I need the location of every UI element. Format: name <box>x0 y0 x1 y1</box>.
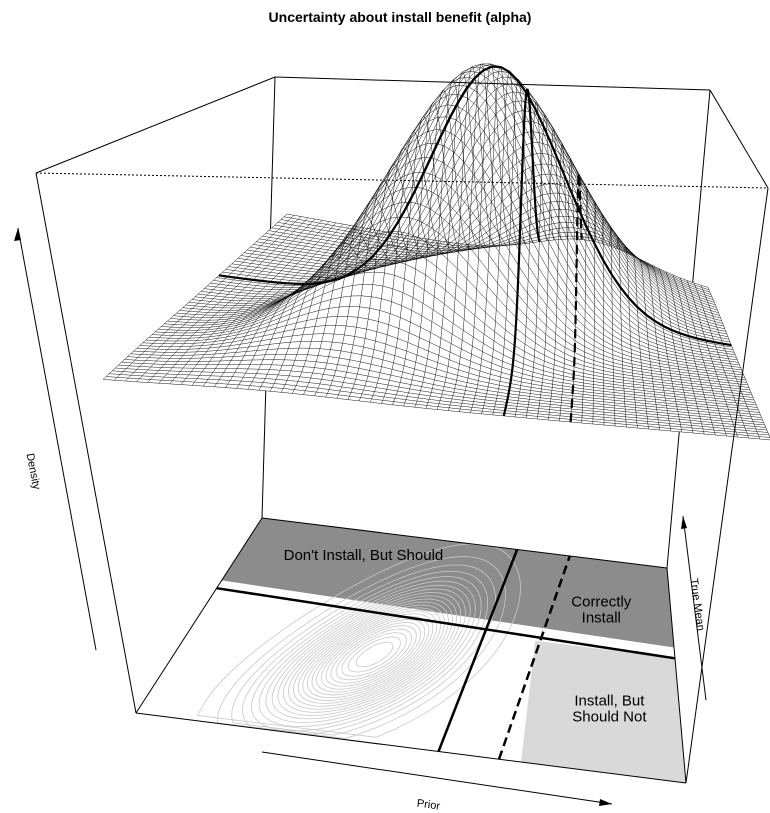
contour-line-0 <box>197 543 521 738</box>
contour-line-18 <box>325 622 422 687</box>
contour-line-13 <box>302 607 442 701</box>
contour-line-7 <box>271 588 466 720</box>
chart-title: Uncertainty about install benefit (alpha… <box>269 9 532 25</box>
contour-line-4 <box>251 576 482 732</box>
y-axis-arrow <box>681 515 707 701</box>
density-surface <box>102 63 770 441</box>
surface-slice-horizontal <box>218 65 732 347</box>
box-edge <box>261 517 668 569</box>
surface-slice-solid <box>502 88 541 417</box>
z-axis-arrow <box>14 227 97 651</box>
contour-line-20 <box>335 628 413 681</box>
y-axis-label: True Mean <box>687 578 706 632</box>
contour-lines <box>197 543 521 739</box>
threshold-horizontal <box>216 586 676 660</box>
surface-mesh-v <box>102 63 770 441</box>
box-edge <box>35 172 137 714</box>
region-label-0: Don't Install, But Should <box>284 547 444 564</box>
contour-line-17 <box>320 619 426 690</box>
box-edge <box>35 76 276 174</box>
contour-line-3 <box>242 570 489 735</box>
contour-line-2 <box>231 564 496 736</box>
contour-line-11 <box>293 601 449 707</box>
box-edge <box>135 517 263 714</box>
box-edge <box>135 712 687 784</box>
box-edge <box>685 187 769 784</box>
surface-slice-dashed <box>569 170 583 423</box>
contour-line-10 <box>288 598 453 710</box>
region-dont-install-but-should <box>221 518 675 648</box>
contour-line-14 <box>307 610 438 699</box>
z-axis-label: Density <box>24 452 43 491</box>
box-edge <box>274 76 711 91</box>
x-axis-arrow <box>261 751 613 806</box>
region-label-line: Install, But <box>574 692 645 709</box>
region-install-but-should-not <box>521 640 686 783</box>
contour-line-21 <box>341 632 407 677</box>
box-edge <box>709 89 769 189</box>
box-edge <box>666 567 687 784</box>
threshold-dashed-floor <box>497 555 571 760</box>
contour-line-5 <box>258 580 476 727</box>
contour-line-22 <box>347 636 401 673</box>
contour-line-23 <box>355 641 394 668</box>
region-label-2: Install, But Should Not <box>572 692 647 725</box>
box-front-edges <box>35 172 769 784</box>
contour-line-16 <box>316 616 430 693</box>
region-label-line: Don't Install, But Should <box>284 547 444 564</box>
region-label-line: Install <box>582 610 621 627</box>
contour-line-1 <box>217 556 506 739</box>
region-label-1: Correctly Install <box>571 594 632 627</box>
region-label-line: Should Not <box>572 708 647 725</box>
contour-line-6 <box>265 584 471 723</box>
contour-line-9 <box>282 595 457 713</box>
threshold-solid-floor <box>437 549 519 752</box>
region-label-line: Correctly <box>571 594 632 611</box>
contour-line-8 <box>277 592 462 716</box>
contour-line-15 <box>311 613 434 696</box>
box-edge <box>35 172 769 189</box>
contour-line-19 <box>330 625 417 684</box>
contour-line-12 <box>297 604 445 704</box>
x-axis-label: Prior <box>416 797 441 812</box>
